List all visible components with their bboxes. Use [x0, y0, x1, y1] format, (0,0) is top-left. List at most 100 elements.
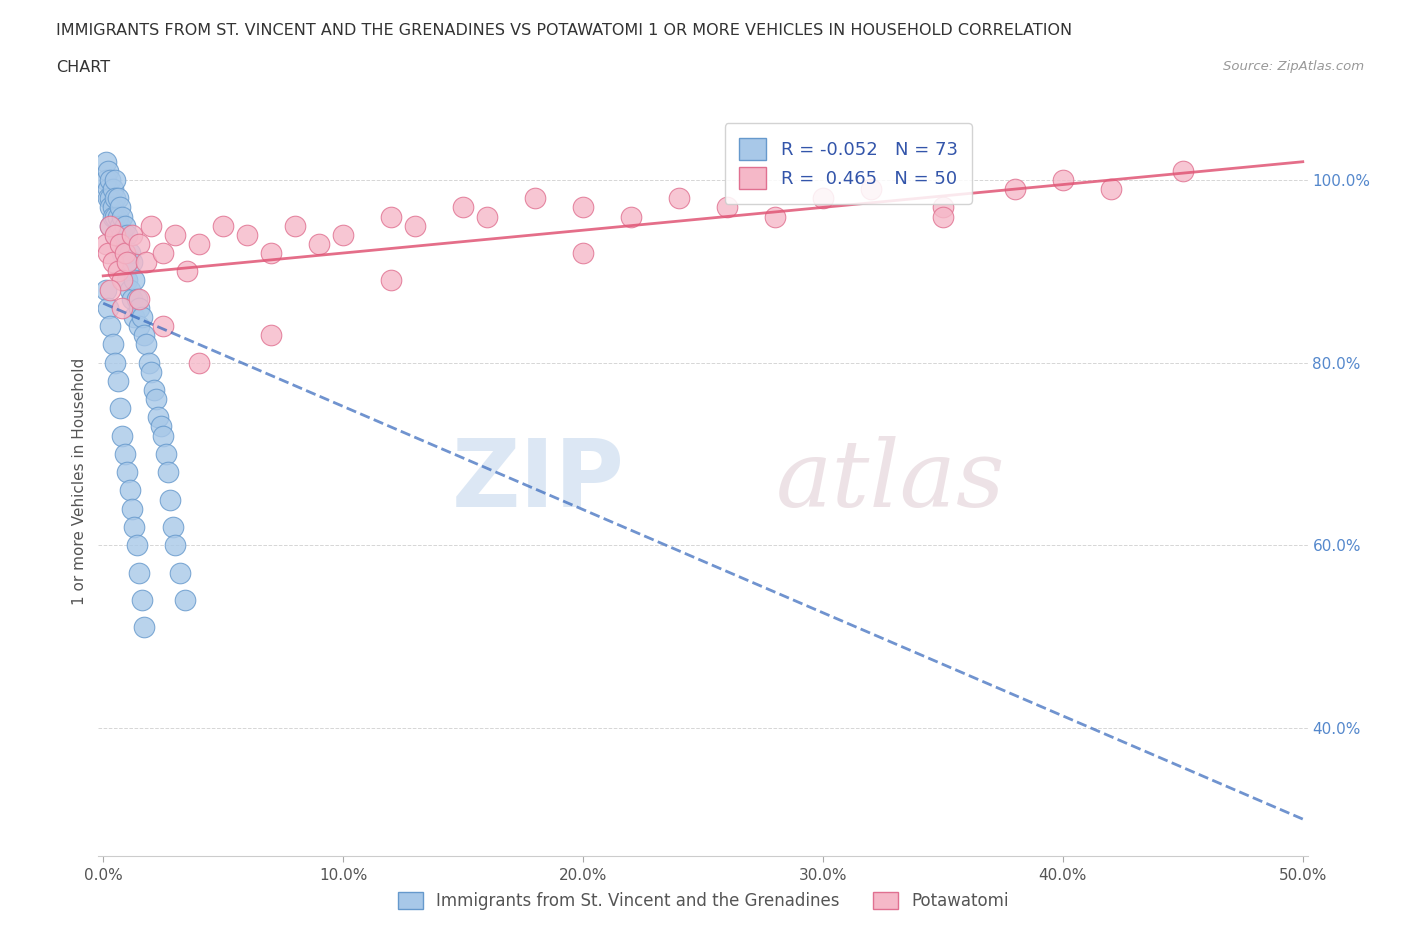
Point	[125, 538, 148, 552]
Point	[128, 300, 150, 315]
Point	[142, 382, 165, 397]
Point	[104, 173, 127, 188]
Point	[100, 319, 122, 334]
Point	[97, 164, 120, 179]
Point	[149, 419, 172, 434]
Point	[100, 219, 122, 233]
Point	[104, 355, 127, 370]
Point	[332, 227, 354, 242]
Point	[97, 191, 120, 206]
Point	[155, 446, 177, 461]
Point	[284, 219, 307, 233]
Point	[524, 191, 547, 206]
Point	[111, 300, 134, 315]
Point	[121, 227, 143, 242]
Point	[121, 501, 143, 516]
Legend: Immigrants from St. Vincent and the Grenadines, Potawatomi: Immigrants from St. Vincent and the Gren…	[391, 885, 1015, 917]
Point	[188, 355, 211, 370]
Point	[308, 236, 330, 251]
Point	[124, 520, 146, 535]
Point	[108, 200, 131, 215]
Point	[165, 538, 187, 552]
Point	[101, 255, 124, 270]
Point	[100, 200, 122, 215]
Y-axis label: 1 or more Vehicles in Household: 1 or more Vehicles in Household	[72, 358, 87, 604]
Point	[111, 246, 134, 260]
Point	[1171, 164, 1194, 179]
Point	[169, 565, 191, 580]
Point	[763, 209, 786, 224]
Point	[115, 255, 138, 270]
Point	[141, 219, 163, 233]
Point	[260, 246, 283, 260]
Point	[100, 282, 122, 297]
Point	[101, 181, 124, 196]
Text: Source: ZipAtlas.com: Source: ZipAtlas.com	[1223, 60, 1364, 73]
Point	[94, 236, 117, 251]
Point	[165, 227, 187, 242]
Point	[159, 492, 181, 507]
Point	[128, 291, 150, 306]
Point	[107, 264, 129, 279]
Text: ZIP: ZIP	[451, 435, 624, 527]
Point	[115, 227, 138, 242]
Point	[108, 236, 131, 251]
Point	[236, 227, 259, 242]
Point	[124, 310, 146, 325]
Point	[115, 465, 138, 480]
Point	[104, 209, 127, 224]
Point	[104, 227, 127, 242]
Point	[404, 219, 426, 233]
Point	[114, 246, 136, 260]
Point	[107, 227, 129, 242]
Point	[107, 209, 129, 224]
Point	[572, 200, 595, 215]
Point	[668, 191, 690, 206]
Point	[152, 246, 174, 260]
Point	[145, 392, 167, 406]
Point	[118, 246, 141, 260]
Point	[121, 291, 143, 306]
Point	[620, 209, 643, 224]
Point	[811, 191, 834, 206]
Point	[94, 282, 117, 297]
Point	[148, 410, 170, 425]
Point	[260, 327, 283, 342]
Point	[162, 520, 184, 535]
Legend: R = -0.052   N = 73, R =  0.465   N = 50: R = -0.052 N = 73, R = 0.465 N = 50	[724, 124, 972, 204]
Point	[380, 209, 402, 224]
Text: IMMIGRANTS FROM ST. VINCENT AND THE GRENADINES VS POTAWATOMI 1 OR MORE VEHICLES : IMMIGRANTS FROM ST. VINCENT AND THE GREN…	[56, 23, 1073, 38]
Point	[104, 191, 127, 206]
Point	[131, 310, 153, 325]
Text: CHART: CHART	[56, 60, 110, 75]
Point	[111, 209, 134, 224]
Text: atlas: atlas	[776, 436, 1005, 526]
Point	[124, 273, 146, 288]
Point	[131, 592, 153, 607]
Point	[380, 273, 402, 288]
Point	[212, 219, 235, 233]
Point	[101, 200, 124, 215]
Point	[107, 191, 129, 206]
Point	[188, 236, 211, 251]
Point	[173, 592, 195, 607]
Point	[859, 181, 882, 196]
Point	[108, 219, 131, 233]
Point	[128, 236, 150, 251]
Point	[138, 355, 160, 370]
Point	[141, 365, 163, 379]
Point	[932, 200, 955, 215]
Point	[107, 374, 129, 389]
Point	[115, 273, 138, 288]
Point	[108, 401, 131, 416]
Point	[152, 428, 174, 443]
Point	[121, 255, 143, 270]
Point	[94, 154, 117, 169]
Point	[716, 200, 738, 215]
Point	[118, 282, 141, 297]
Point	[111, 273, 134, 288]
Point	[101, 209, 124, 224]
Point	[152, 319, 174, 334]
Point	[1052, 173, 1074, 188]
Point	[97, 181, 120, 196]
